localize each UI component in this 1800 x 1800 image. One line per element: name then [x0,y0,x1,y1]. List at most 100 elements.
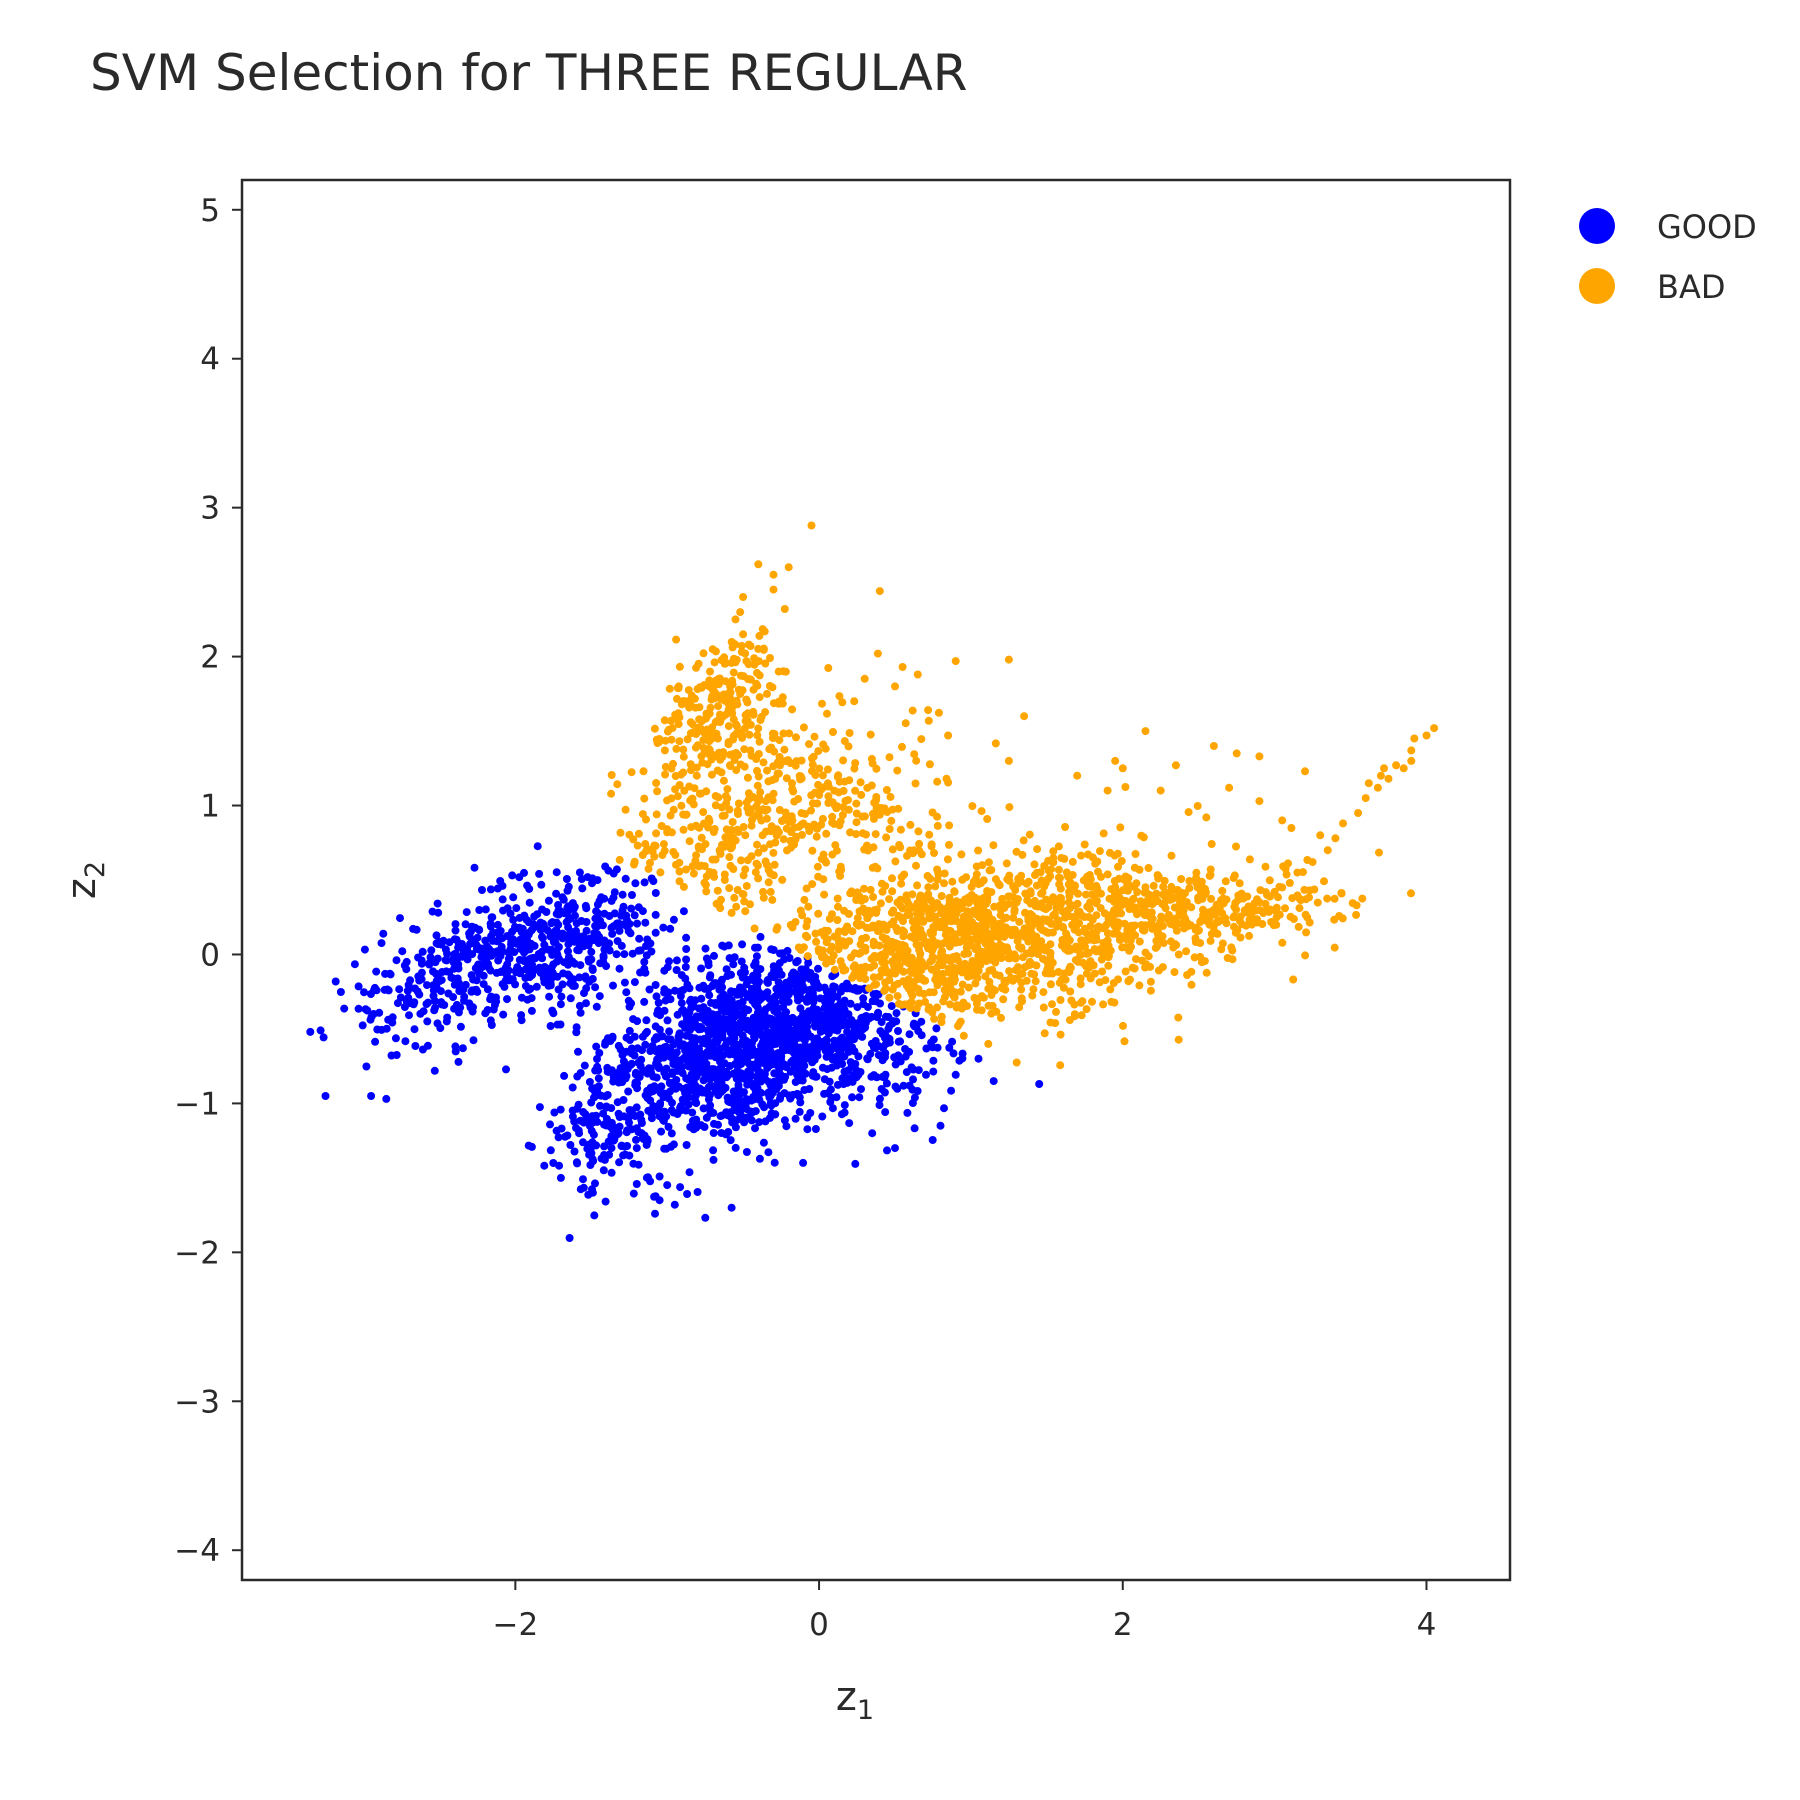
point-bad [881,935,890,944]
point-bad [937,952,946,961]
point-good [674,1036,683,1045]
point-good [929,1035,938,1044]
point-good [955,1056,964,1065]
point-good [806,1109,815,1117]
point-good [632,1180,641,1188]
point-good [553,1020,562,1029]
point-bad [924,883,933,892]
point-good [467,971,476,980]
point-good [655,1055,663,1063]
point-bad [763,766,771,775]
point-good [641,918,650,927]
point-bad [1167,882,1176,891]
point-bad [1141,727,1150,736]
point-good [570,981,579,990]
point-good [565,935,574,944]
point-bad [1289,975,1298,984]
points-layer [306,521,1439,1242]
point-good [811,1125,820,1133]
point-bad [850,961,859,970]
point-good [535,869,544,878]
legend-item-bad[interactable]: BAD [1579,268,1725,306]
point-good [734,1081,743,1089]
point-good [914,1066,923,1075]
point-bad [729,715,738,724]
point-good [660,1006,669,1015]
point-bad [946,985,955,993]
point-bad [943,935,952,944]
point-good [803,1022,812,1031]
point-good [499,1010,508,1019]
point-bad [713,886,722,895]
point-good [641,1040,650,1049]
point-bad [708,855,717,864]
point-bad [1040,1029,1049,1038]
point-bad [753,681,762,690]
point-bad [749,710,758,719]
point-bad [862,830,870,839]
point-good [734,1048,743,1057]
point-good [619,1057,628,1066]
point-bad [851,759,860,768]
point-good [354,1004,363,1013]
x-axis-title-subscript: 1 [857,1695,874,1726]
point-bad [1146,962,1155,971]
point-good [549,960,558,969]
point-bad [1287,824,1296,832]
point-good [526,984,535,993]
point-bad [840,928,849,936]
point-good [564,882,573,891]
point-good [748,996,757,1005]
point-good [321,1092,330,1100]
point-good [595,932,604,941]
point-bad [686,760,695,769]
point-bad [686,729,695,738]
point-bad [733,886,742,894]
point-bad [607,771,616,779]
point-bad [773,923,782,932]
point-good [651,1022,660,1031]
point-good [716,1112,725,1121]
point-bad [887,816,896,825]
point-good [736,983,744,992]
point-good [502,1065,510,1074]
point-good [755,977,763,986]
point-good [791,981,800,990]
point-bad [901,719,910,728]
point-bad [820,856,829,865]
y-tick-label: 0 [200,937,220,973]
point-bad [1105,911,1114,920]
point-bad [754,797,763,806]
point-good [771,1110,780,1119]
point-bad [1295,904,1304,913]
point-good [754,1015,763,1024]
point-bad [995,940,1004,949]
point-good [793,1070,802,1079]
point-good [875,1094,884,1103]
point-bad [869,843,878,852]
point-bad [770,733,779,742]
point-good [535,1103,544,1112]
point-bad [745,730,754,739]
point-good [552,909,561,918]
point-good [661,996,670,1005]
point-bad [808,880,817,889]
point-good [672,956,681,965]
point-good [694,1064,703,1073]
point-bad [895,841,904,849]
point-bad [1364,779,1373,788]
point-bad [888,887,897,896]
legend-item-good[interactable]: GOOD [1579,208,1757,246]
point-good [437,976,446,985]
point-good [568,899,577,908]
point-bad [984,1039,993,1048]
point-bad [1399,764,1408,773]
point-good [650,1035,659,1044]
point-good [516,969,524,978]
point-bad [820,890,829,899]
point-bad [1232,749,1241,758]
point-good [736,1089,745,1098]
point-good [928,1136,937,1144]
point-bad [1096,945,1105,953]
point-good [1035,1080,1044,1088]
